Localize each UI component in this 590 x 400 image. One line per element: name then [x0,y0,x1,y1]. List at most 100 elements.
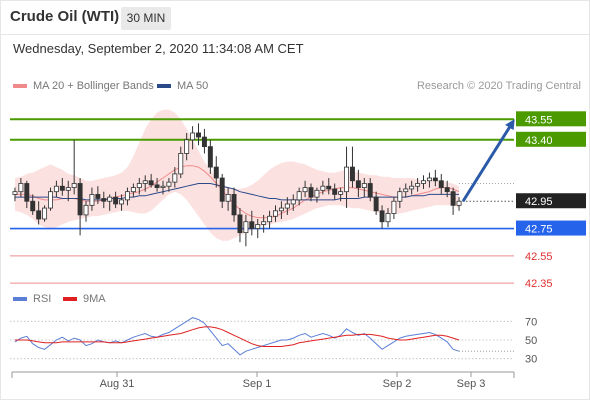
candle-body [284,203,290,209]
candle [172,167,178,188]
candle-body [190,132,196,141]
candle-body [18,183,24,193]
forecast-arrow [461,119,515,203]
candle [83,201,89,222]
candle-body [24,183,30,202]
candle [142,175,148,192]
candle [314,187,320,203]
candle [53,180,59,198]
candle-body [225,194,231,202]
candle-body [349,166,355,182]
candle-body [30,200,36,212]
candle [65,180,71,202]
candle-body [344,166,350,193]
candle [290,194,296,211]
candle-body [421,180,426,184]
candle-body [255,224,261,229]
rsi-tick-70: 70 [525,316,537,328]
x-tick-label: Sep 3 [457,378,486,390]
candle-body [89,194,95,206]
candle [332,183,338,200]
candle [421,175,426,189]
candle [438,173,444,195]
candle [302,180,308,198]
candle-body [320,185,326,191]
candle-body [379,210,385,223]
candle [296,187,302,206]
timeframe-badge[interactable]: 30 MIN [121,7,171,30]
bollinger-band [15,109,459,241]
candle-body [267,215,273,223]
candle-body [438,180,444,188]
candle-body [308,187,314,198]
candle-body [355,180,361,188]
candle [89,187,95,211]
candle-body [302,187,308,193]
level-lines: 43.55 43.40 42.75 42.55 42.35 42.95 [10,111,586,290]
legend-ma20: MA 20 + Bollinger Bands [13,80,154,92]
level-badge-43.55 [516,111,586,127]
moving-averages [15,165,460,219]
candle [219,173,225,209]
candle [30,194,36,215]
candle [385,208,391,228]
candle [249,210,255,236]
candle [237,208,243,243]
candle [255,218,261,239]
candle-body [397,191,403,202]
candle-body [48,191,53,209]
candle [160,180,166,195]
candle-body [444,187,450,193]
candle [190,126,196,150]
candle-body [148,180,154,186]
candle-body [290,199,296,205]
candle-body [178,153,184,175]
candle [42,205,48,222]
candle-body [196,132,201,138]
candle-body [314,189,320,198]
candle-body [77,183,83,216]
candle [373,191,379,215]
candle [379,205,385,229]
candle [450,187,456,215]
candle-body [83,204,89,216]
candle-body [201,136,207,148]
last-price-badge [516,193,586,209]
candle-body [136,183,142,188]
rsi-9ma-line [15,326,460,347]
candle [267,210,273,229]
candle-body [391,200,397,214]
last-price-label: 42.95 [525,196,553,208]
candle [308,183,314,202]
candle [119,194,125,211]
candle [361,178,367,198]
candle [320,180,326,195]
candle-body [385,213,391,223]
candle-body [142,180,148,184]
legend-ma50-label: MA 50 [177,80,209,92]
candle-body [154,184,160,188]
x-tick-label: Sep 2 [383,378,412,390]
candle-body [409,185,415,190]
candle-body [415,183,421,187]
rsi-panel: 70 50 30 [10,316,537,366]
candle [355,169,361,198]
level-label-43.40: 43.40 [525,135,553,147]
candle-body [219,177,225,202]
candle-body [213,166,219,179]
candle-body [59,185,65,191]
candle [12,187,18,202]
candle-body [273,210,278,217]
candle [349,146,355,188]
candle [456,197,462,211]
ma50-line [15,183,459,201]
candle-body [338,191,344,195]
candle [59,178,65,196]
candle [24,180,30,209]
candle-body [95,194,101,199]
rsi-tick-30: 30 [525,354,537,366]
instrument-title: Crude Oil (WTI) [10,8,120,25]
ma20-line [15,165,460,219]
candle [36,201,42,225]
candle [213,156,219,188]
